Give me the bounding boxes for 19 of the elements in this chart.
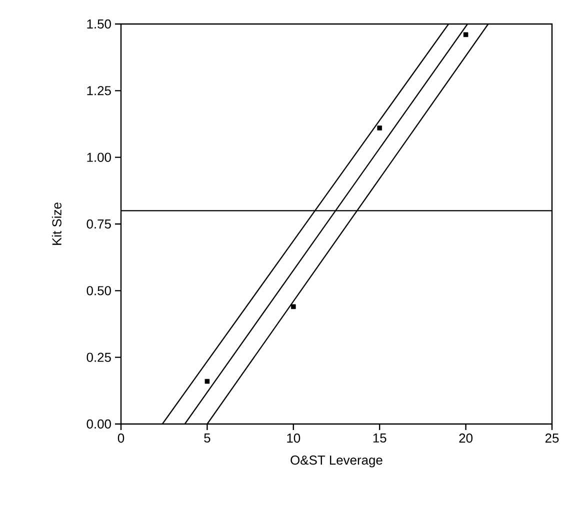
y-tick-label: 0.75: [86, 219, 111, 229]
x-tick-label: 20: [459, 434, 472, 443]
point: [463, 32, 468, 38]
y-tick-label: 0.00: [86, 419, 111, 429]
y-tick-label: 1.00: [87, 152, 111, 162]
y-tick-label: 0.50: [86, 286, 111, 296]
point: [291, 304, 296, 310]
x-tick-label: 0: [118, 434, 124, 443]
x-tick-label: 10: [287, 434, 300, 443]
y-tick-label: 1.50: [87, 19, 111, 29]
y-tick-label: 1.25: [87, 86, 111, 96]
point: [204, 378, 210, 384]
x-tick-label: 25: [545, 434, 559, 443]
x-tick-label: 15: [373, 434, 386, 443]
point: [377, 126, 382, 130]
x-axis-title: O&ST Leverage: [290, 456, 382, 468]
y-tick-label: 0.25: [86, 352, 111, 362]
y-axis-title: Kit Size: [52, 202, 62, 245]
x-tick-label: 5: [204, 434, 210, 443]
